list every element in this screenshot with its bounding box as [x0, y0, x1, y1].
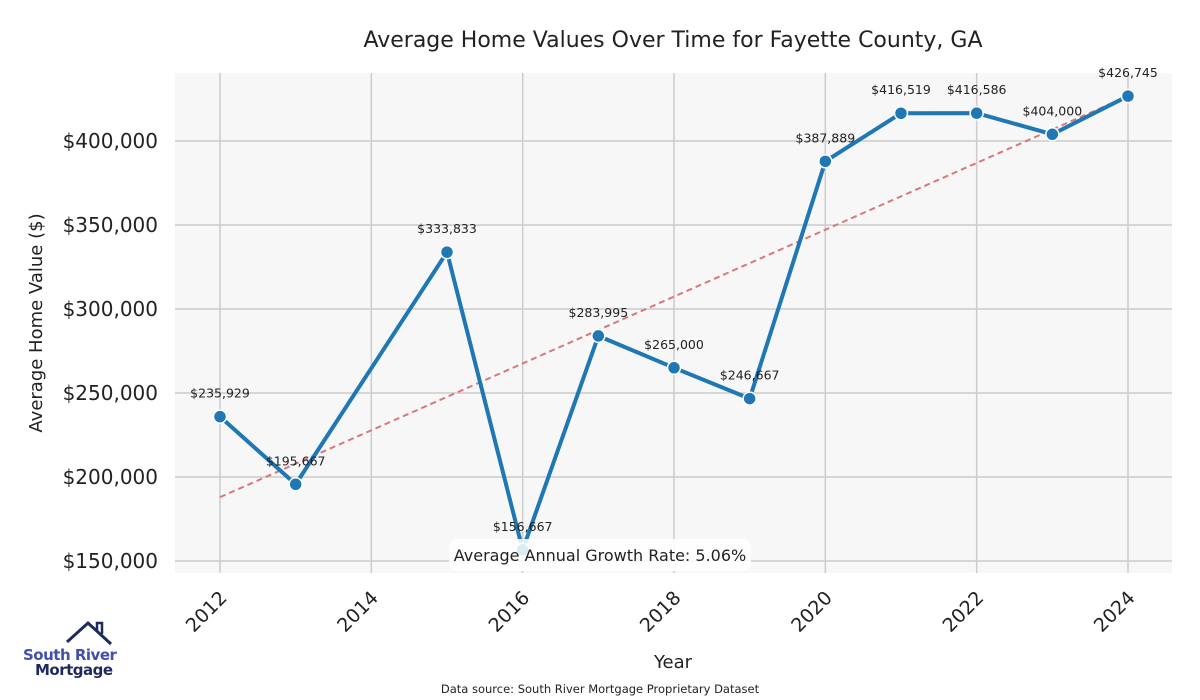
data-label: $426,745 [1098, 65, 1158, 80]
y-tick-label: $400,000 [63, 129, 158, 153]
x-tick-label: 2024 [1090, 587, 1140, 637]
y-tick-label: $200,000 [63, 465, 158, 489]
data-point [969, 105, 984, 121]
data-label: $416,586 [947, 82, 1007, 97]
data-point [288, 477, 303, 492]
y-tick-label: $250,000 [63, 381, 158, 405]
logo-line1: South River [23, 646, 117, 664]
data-point [818, 154, 833, 169]
data-label: $265,000 [644, 337, 704, 352]
data-point [742, 391, 757, 406]
y-tick-label: $300,000 [63, 297, 158, 321]
company-logo: South River Mortgage [22, 620, 122, 680]
data-point [1120, 88, 1136, 104]
logo-line2: Mortgage [35, 661, 113, 679]
x-axis-label: Year [653, 652, 693, 673]
data-point [893, 105, 909, 121]
trendline [219, 95, 1129, 499]
growth-rate-annotation: Average Annual Growth Rate: 5.06% [454, 546, 746, 565]
data-label: $246,667 [720, 368, 780, 383]
y-tick-label: $150,000 [63, 549, 158, 573]
data-label: $156,667 [493, 519, 553, 534]
x-tick-label: 2016 [484, 587, 534, 637]
data-label: $416,519 [871, 82, 931, 97]
x-tick-label: 2014 [333, 587, 383, 637]
data-label: $387,889 [796, 130, 856, 145]
data-point [212, 409, 228, 424]
data-label: $283,995 [569, 305, 629, 320]
data-point [591, 328, 606, 344]
data-point [1045, 127, 1060, 142]
x-tick-label: 2018 [636, 587, 686, 637]
data-source-note: Data source: South River Mortgage Propri… [441, 682, 760, 696]
chart-title: Average Home Values Over Time for Fayett… [363, 28, 982, 53]
annotation-box [449, 539, 751, 571]
data-label: $235,929 [190, 386, 250, 401]
data-point [439, 244, 455, 260]
house-icon [65, 620, 113, 646]
x-tick-label: 2020 [787, 587, 837, 637]
data-label: $333,833 [417, 221, 477, 236]
series-line [218, 94, 1129, 552]
x-tick-label: 2012 [182, 587, 232, 637]
y-tick-label: $350,000 [63, 213, 158, 237]
x-tick-label: 2022 [938, 587, 988, 637]
y-axis-label: Average Home Value ($) [26, 213, 47, 432]
data-label: $195,667 [266, 453, 326, 468]
data-label: $404,000 [1023, 103, 1083, 118]
data-point [666, 360, 682, 376]
